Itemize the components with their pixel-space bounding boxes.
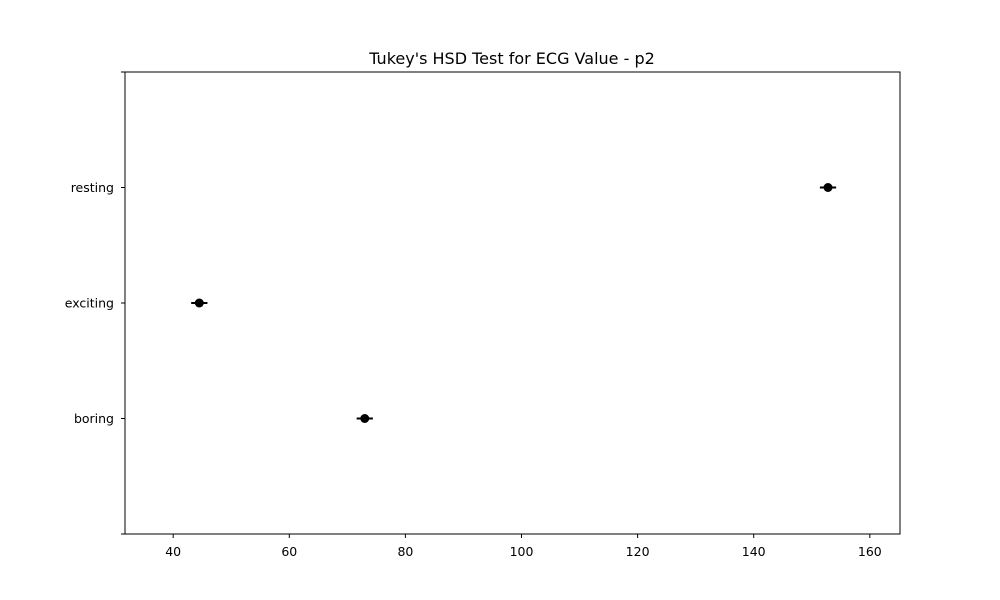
x-tick-label: 160: [858, 544, 882, 559]
x-tick-label: 140: [742, 544, 766, 559]
chart-title: Tukey's HSD Test for ECG Value - p2: [368, 49, 655, 68]
y-tick-label: boring: [74, 411, 114, 426]
x-axis: 40 60 80 100 120 140 160: [165, 534, 882, 559]
y-tick-label: exciting: [65, 296, 114, 311]
x-tick-label: 120: [626, 544, 650, 559]
y-tick-label: resting: [71, 180, 114, 195]
x-tick-label: 40: [165, 544, 181, 559]
x-tick-label: 100: [510, 544, 534, 559]
data-point-exciting: [194, 298, 204, 308]
data-point-resting: [823, 183, 833, 192]
plot-area-frame: [124, 71, 901, 535]
data-marks: [191, 183, 837, 423]
x-tick-label: 60: [281, 544, 297, 559]
data-point-boring: [360, 414, 370, 423]
x-tick-label: 80: [397, 544, 413, 559]
y-axis: boring exciting resting: [65, 71, 125, 535]
